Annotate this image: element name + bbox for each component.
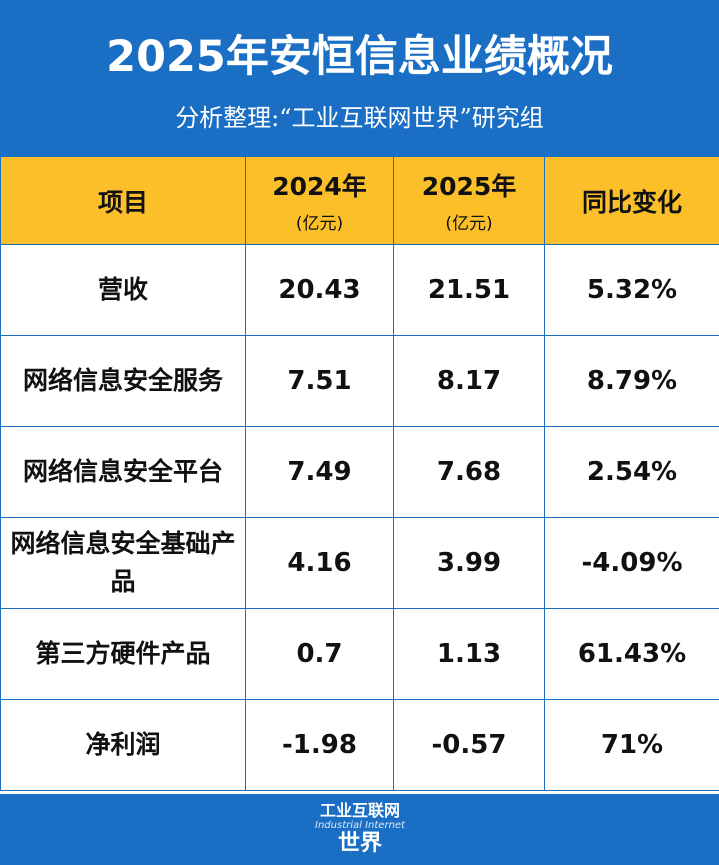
- table-row: 网络信息安全基础产品 4.16 3.99 -4.09%: [0, 517, 719, 609]
- row-2024-value: 7.49: [245, 426, 394, 518]
- row-2024-value: 0.7: [245, 608, 394, 700]
- row-change: -4.09%: [544, 517, 719, 609]
- row-2025-value: 3.99: [393, 517, 545, 609]
- brand-logo: 工业互联网 Industrial Internet 世界: [309, 802, 411, 858]
- header-2024: 2024年 (亿元): [245, 156, 394, 245]
- logo-bottom-text: 世界: [337, 831, 382, 856]
- row-change: 71%: [544, 699, 719, 791]
- row-2025-value: 1.13: [393, 608, 545, 700]
- row-2025-value: 7.68: [393, 426, 545, 518]
- header-2024-label: 2024年: [272, 172, 367, 201]
- logo-top-text: 工业互联网: [319, 801, 400, 820]
- logo-english-text: Industrial Internet: [315, 820, 405, 831]
- row-item: 第三方硬件产品: [0, 608, 246, 700]
- table-row: 第三方硬件产品 0.7 1.13 61.43%: [0, 608, 719, 700]
- row-2025-value: -0.57: [393, 699, 545, 791]
- row-2025-value: 21.51: [393, 244, 545, 336]
- footer-banner: 工业互联网 Industrial Internet 世界: [0, 794, 719, 865]
- row-2024-value: 4.16: [245, 517, 394, 609]
- performance-table: 项目 2024年 (亿元) 2025年 (亿元) 同比变化 营收 20.43: [0, 156, 719, 791]
- table-header-row: 项目 2024年 (亿元) 2025年 (亿元) 同比变化: [0, 156, 719, 245]
- row-change: 61.43%: [544, 608, 719, 700]
- page-subtitle: 分析整理:“工业互联网世界”研究组: [175, 104, 544, 132]
- row-2024-value: 20.43: [245, 244, 394, 336]
- header-2025-unit: (亿元): [445, 214, 493, 234]
- table-row: 营收 20.43 21.51 5.32%: [0, 244, 719, 336]
- row-item: 净利润: [0, 699, 246, 791]
- header-change-label: 同比变化: [581, 187, 682, 217]
- header-2024-unit: (亿元): [295, 214, 344, 234]
- page-title: 2025年安恒信息业绩概况: [106, 32, 613, 82]
- row-2024-value: -1.98: [245, 699, 394, 791]
- header-item: 项目: [0, 156, 246, 245]
- row-item: 网络信息安全服务: [0, 335, 246, 427]
- header-item-label: 项目: [97, 187, 148, 217]
- header-2025-label: 2025年: [421, 172, 517, 201]
- header-change: 同比变化: [544, 156, 719, 245]
- row-item: 网络信息安全基础产品: [0, 517, 246, 609]
- row-2025-value: 8.17: [393, 335, 545, 427]
- row-change: 8.79%: [544, 335, 719, 427]
- row-item: 网络信息安全平台: [0, 426, 246, 518]
- header-banner: 2025年安恒信息业绩概况 分析整理:“工业互联网世界”研究组: [0, 0, 719, 156]
- header-2025: 2025年 (亿元): [393, 156, 545, 245]
- table-row: 网络信息安全平台 7.49 7.68 2.54%: [0, 426, 719, 518]
- row-change: 2.54%: [544, 426, 719, 518]
- row-item: 营收: [0, 244, 246, 336]
- table-row: 网络信息安全服务 7.51 8.17 8.79%: [0, 335, 719, 427]
- table-row: 净利润 -1.98 -0.57 71%: [0, 699, 719, 791]
- row-2024-value: 7.51: [245, 335, 394, 427]
- row-change: 5.32%: [544, 244, 719, 336]
